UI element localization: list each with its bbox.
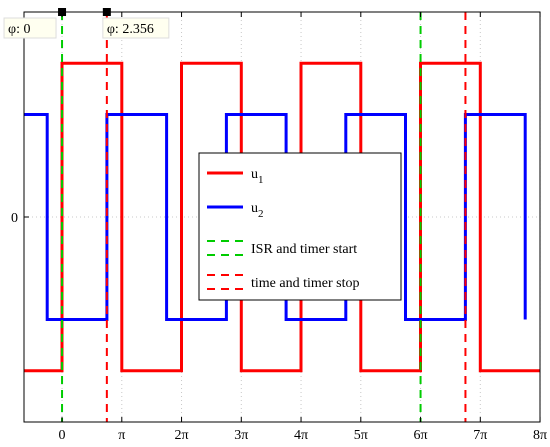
series-line-u2	[24, 113, 527, 321]
x-tick-label: 6π	[414, 428, 428, 443]
series-layer	[24, 61, 541, 373]
phase-label-box	[3, 17, 57, 39]
phase-markers-layer: φ: 0 φ: 2.356	[3, 8, 170, 39]
x-tick-label: 3π	[234, 428, 248, 443]
legend: u1 u2 ISR and timer start time and timer st…	[198, 152, 402, 301]
legend-label: u1	[251, 167, 264, 186]
marker-lines-layer	[61, 12, 467, 422]
phase-marker-handle[interactable]	[58, 8, 67, 16]
phase-marker-handle[interactable]	[102, 8, 111, 16]
legend-label: ISR and timer start	[251, 242, 357, 257]
x-tick-label: 4π	[294, 428, 308, 443]
x-tick-label: 5π	[354, 428, 368, 443]
phase-label: φ: 0	[8, 22, 30, 37]
legend-box	[198, 152, 402, 301]
x-tick-label: 8π	[533, 428, 547, 443]
x-tick-label: 2π	[175, 428, 189, 443]
x-tick-label: 7π	[473, 428, 487, 443]
phase-label-box	[102, 17, 170, 39]
phase-label: φ: 2.356	[107, 22, 154, 37]
x-tick-label: π	[118, 428, 125, 443]
series-line-u1	[24, 61, 541, 373]
legend-label: time and timer stop	[251, 276, 359, 291]
legend-label: u2	[251, 201, 264, 220]
y-tick-label: 0	[11, 211, 18, 226]
x-tick-label: 0	[59, 428, 66, 443]
tick-labels-layer: 0 π 2π 3π 4π 5π 6π 7π 8π 0	[11, 12, 547, 443]
